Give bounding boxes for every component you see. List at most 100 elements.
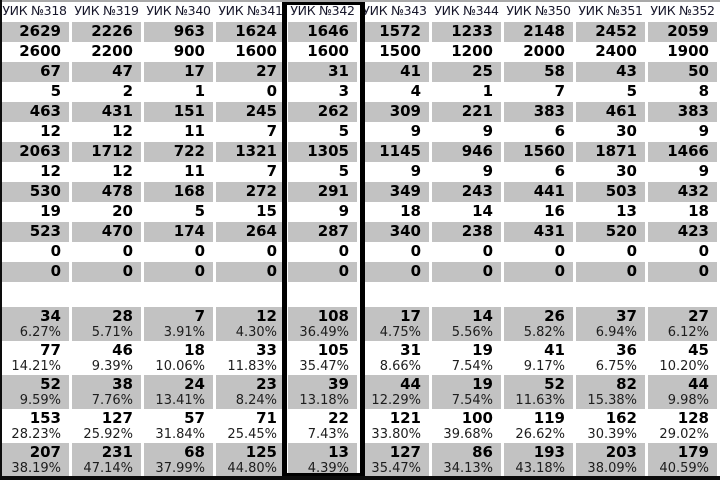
cell[interactable]: 19 7.54%: [432, 375, 504, 409]
cell[interactable]: 127 35.47%: [360, 443, 432, 477]
cell[interactable]: 0: [576, 262, 648, 282]
cell[interactable]: 153 28.23%: [0, 409, 72, 443]
cell[interactable]: 17: [144, 62, 216, 82]
cell[interactable]: 100 39.68%: [432, 409, 504, 443]
cell[interactable]: 4: [360, 82, 432, 102]
cell[interactable]: 12 4.30%: [216, 307, 288, 341]
cell[interactable]: 34 6.27%: [0, 307, 72, 341]
cell[interactable]: 45 10.20%: [648, 341, 720, 375]
cell[interactable]: 2059: [648, 22, 720, 42]
cell[interactable]: 162 30.39%: [576, 409, 648, 443]
cell[interactable]: 12: [0, 162, 72, 182]
cell[interactable]: 262: [288, 102, 360, 122]
column-header-352[interactable]: УИК №352: [648, 0, 720, 22]
cell[interactable]: 39 13.18%: [288, 375, 360, 409]
cell[interactable]: 722: [144, 142, 216, 162]
cell[interactable]: 24 13.41%: [144, 375, 216, 409]
cell[interactable]: 38 7.76%: [72, 375, 144, 409]
cell[interactable]: 0: [0, 262, 72, 282]
cell[interactable]: 0: [144, 262, 216, 282]
cell[interactable]: 1900: [648, 42, 720, 62]
cell[interactable]: 441: [504, 182, 576, 202]
cell[interactable]: 0: [216, 262, 288, 282]
cell[interactable]: 6: [504, 162, 576, 182]
cell[interactable]: 0: [288, 242, 360, 262]
cell[interactable]: 900: [144, 42, 216, 62]
cell[interactable]: 423: [648, 222, 720, 242]
cell[interactable]: 2226: [72, 22, 144, 42]
cell[interactable]: 19 7.54%: [432, 341, 504, 375]
column-header-341[interactable]: УИК №341: [216, 0, 288, 22]
cell[interactable]: 105 35.47%: [288, 341, 360, 375]
cell[interactable]: 9: [432, 122, 504, 142]
cell[interactable]: 5: [288, 122, 360, 142]
cell[interactable]: 71 25.45%: [216, 409, 288, 443]
cell[interactable]: 1600: [288, 42, 360, 62]
cell[interactable]: 245: [216, 102, 288, 122]
cell[interactable]: 17 4.75%: [360, 307, 432, 341]
cell[interactable]: 26 5.82%: [504, 307, 576, 341]
cell[interactable]: 7: [504, 82, 576, 102]
cell[interactable]: 291: [288, 182, 360, 202]
column-header-319[interactable]: УИК №319: [72, 0, 144, 22]
cell[interactable]: 1: [144, 82, 216, 102]
cell[interactable]: 478: [72, 182, 144, 202]
cell[interactable]: 9: [432, 162, 504, 182]
cell[interactable]: 463: [0, 102, 72, 122]
cell[interactable]: 238: [432, 222, 504, 242]
cell[interactable]: 33 11.83%: [216, 341, 288, 375]
cell[interactable]: 461: [576, 102, 648, 122]
column-header-351[interactable]: УИК №351: [576, 0, 648, 22]
cell[interactable]: 30: [576, 162, 648, 182]
cell[interactable]: 82 15.38%: [576, 375, 648, 409]
cell[interactable]: 0: [504, 262, 576, 282]
cell[interactable]: 30: [576, 122, 648, 142]
cell[interactable]: 9: [648, 162, 720, 182]
cell[interactable]: 431: [504, 222, 576, 242]
column-header-343[interactable]: УИК №343: [360, 0, 432, 22]
cell[interactable]: 243: [432, 182, 504, 202]
cell[interactable]: 0: [432, 242, 504, 262]
cell[interactable]: 1624: [216, 22, 288, 42]
cell[interactable]: 20: [72, 202, 144, 222]
cell[interactable]: 43: [576, 62, 648, 82]
cell[interactable]: 6: [504, 122, 576, 142]
cell[interactable]: 121 33.80%: [360, 409, 432, 443]
cell[interactable]: 41: [360, 62, 432, 82]
cell[interactable]: 174: [144, 222, 216, 242]
column-header-344[interactable]: УИК №344: [432, 0, 504, 22]
cell[interactable]: 1712: [72, 142, 144, 162]
cell[interactable]: 0: [144, 242, 216, 262]
cell[interactable]: 68 37.99%: [144, 443, 216, 477]
cell[interactable]: 0: [504, 242, 576, 262]
cell[interactable]: 2600: [0, 42, 72, 62]
cell[interactable]: 523: [0, 222, 72, 242]
cell[interactable]: 5: [576, 82, 648, 102]
cell[interactable]: 946: [432, 142, 504, 162]
cell[interactable]: 52 9.59%: [0, 375, 72, 409]
cell[interactable]: 36 6.75%: [576, 341, 648, 375]
cell[interactable]: 41 9.17%: [504, 341, 576, 375]
cell[interactable]: 2452: [576, 22, 648, 42]
cell[interactable]: 25: [432, 62, 504, 82]
cell[interactable]: 470: [72, 222, 144, 242]
cell[interactable]: 23 8.24%: [216, 375, 288, 409]
cell[interactable]: 2: [72, 82, 144, 102]
cell[interactable]: 1321: [216, 142, 288, 162]
cell[interactable]: 168: [144, 182, 216, 202]
cell[interactable]: 7: [216, 162, 288, 182]
cell[interactable]: 383: [648, 102, 720, 122]
cell[interactable]: 2629: [0, 22, 72, 42]
cell[interactable]: 179 40.59%: [648, 443, 720, 477]
cell[interactable]: 44 9.98%: [648, 375, 720, 409]
cell[interactable]: 128 29.02%: [648, 409, 720, 443]
cell[interactable]: 57 31.84%: [144, 409, 216, 443]
cell[interactable]: 31: [288, 62, 360, 82]
cell[interactable]: 272: [216, 182, 288, 202]
cell[interactable]: 193 43.18%: [504, 443, 576, 477]
cell[interactable]: 432: [648, 182, 720, 202]
cell[interactable]: 287: [288, 222, 360, 242]
cell[interactable]: 7 3.91%: [144, 307, 216, 341]
cell[interactable]: 207 38.19%: [0, 443, 72, 477]
cell[interactable]: 12: [72, 162, 144, 182]
